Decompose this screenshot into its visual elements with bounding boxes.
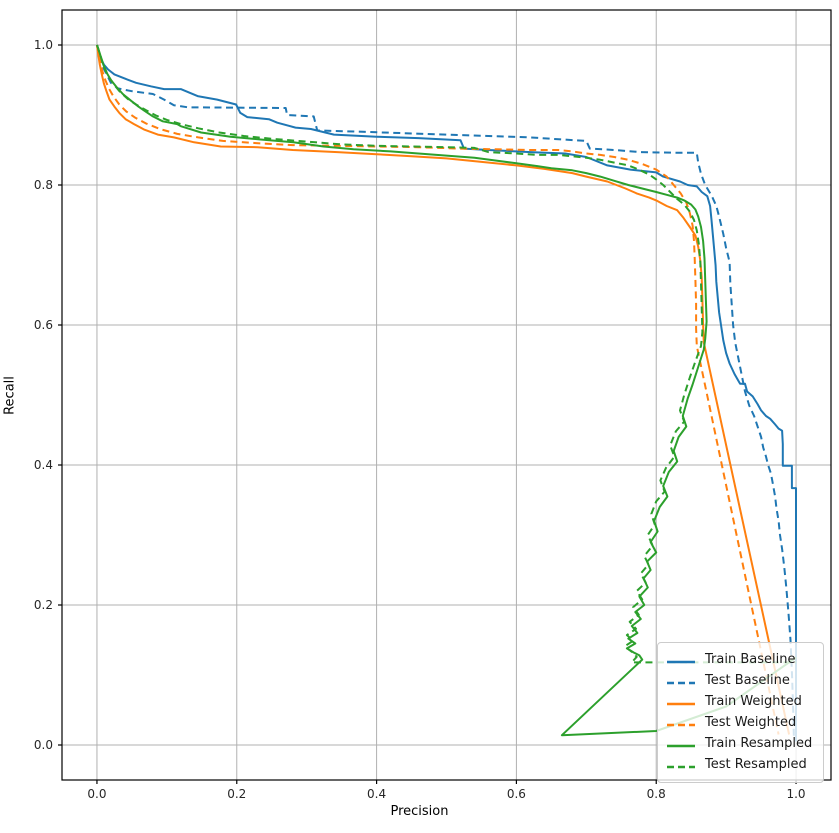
y-tick-label: 0.0 [34, 738, 53, 752]
legend-item-test-resampled: Test Resampled [666, 754, 815, 775]
legend-item-test-weighted: Test Weighted [666, 712, 815, 733]
legend-line-sample-train-resampled [667, 744, 695, 748]
series-line-train-resampled [96, 44, 797, 737]
legend-label: Train Resampled [705, 736, 813, 751]
x-tick-label: 0.4 [367, 787, 386, 801]
series-line-test-baseline [96, 44, 795, 739]
axes-spines [61, 9, 832, 781]
legend-label: Train Baseline [705, 652, 796, 667]
series-line-train-weighted [96, 44, 791, 735]
legend-item-test-baseline: Test Baseline [666, 670, 815, 691]
legend-label: Train Weighted [705, 694, 802, 709]
y-axis-label: Recall [2, 376, 18, 415]
series-line-test-weighted [96, 44, 780, 735]
series-line-test-resampled [96, 44, 796, 664]
y-tick-label: 0.6 [34, 318, 53, 332]
y-tick-label: 0.8 [34, 178, 53, 192]
legend-item-train-weighted: Train Weighted [666, 691, 815, 712]
x-tick-label: 0.2 [227, 787, 246, 801]
legend-item-train-baseline: Train Baseline [666, 649, 815, 670]
y-tick-label: 1.0 [34, 38, 53, 52]
x-tick-label: 0.8 [647, 787, 666, 801]
legend-item-train-resampled: Train Resampled [666, 733, 815, 754]
legend: Train Baseline Test Baseline Train Weighte… [657, 642, 824, 783]
legend-line-sample-train-baseline [667, 660, 695, 664]
legend-label: Test Weighted [705, 715, 797, 730]
y-tick-label: 0.2 [34, 598, 53, 612]
x-tick-label: 0.0 [87, 787, 106, 801]
legend-line-sample-train-weighted [667, 702, 695, 706]
x-tick-label: 1.0 [786, 787, 805, 801]
y-tick-label: 0.4 [34, 458, 53, 472]
legend-line-sample-test-baseline [667, 681, 695, 685]
series-line-train-baseline [96, 44, 797, 742]
legend-label: Test Resampled [705, 757, 807, 772]
legend-line-sample-test-resampled [667, 765, 695, 769]
legend-line-sample-test-weighted [667, 723, 695, 727]
legend-label: Test Baseline [705, 673, 790, 688]
x-tick-label: 0.6 [507, 787, 526, 801]
x-axis-label: Precision [390, 804, 449, 819]
